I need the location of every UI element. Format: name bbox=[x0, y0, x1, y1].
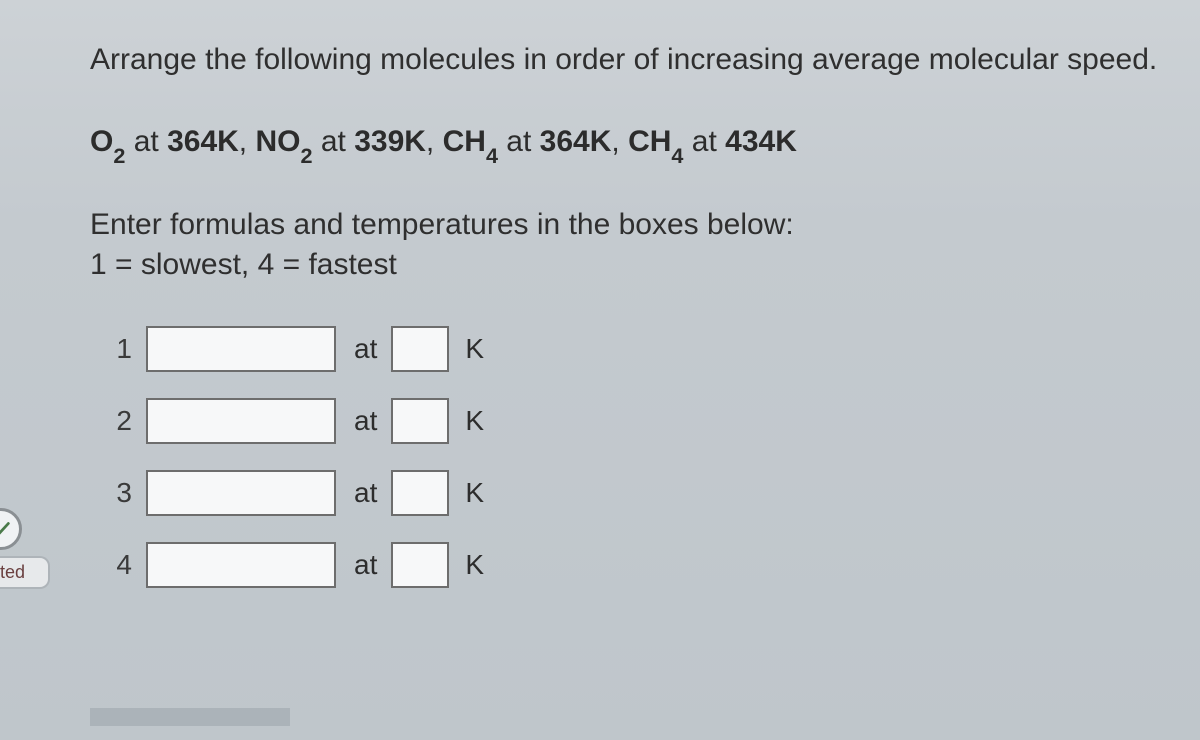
unit-label-4: K bbox=[465, 549, 484, 581]
left-edge-controls: ited bbox=[0, 508, 50, 589]
joiner-3: at bbox=[506, 125, 531, 158]
answer-rows: 1 at K 2 at K 3 at K 4 at K bbox=[104, 326, 1160, 588]
answer-row-4: 4 at K bbox=[104, 542, 1160, 588]
joiner-2: at bbox=[321, 125, 346, 158]
formula-input-1[interactable] bbox=[146, 326, 336, 372]
question-panel: Arrange the following molecules in order… bbox=[0, 0, 1200, 740]
answer-row-3: 3 at K bbox=[104, 470, 1160, 516]
m4-sub: 4 bbox=[671, 143, 683, 168]
m2-sub: 2 bbox=[300, 143, 312, 168]
unit-label-3: K bbox=[465, 477, 484, 509]
at-label-2: at bbox=[354, 405, 377, 437]
m2-temp: 339K bbox=[354, 125, 426, 158]
joiner-1: at bbox=[134, 125, 159, 158]
row-label-2: 2 bbox=[104, 405, 132, 437]
instructions-line-2: 1 = slowest, 4 = fastest bbox=[90, 248, 1160, 282]
unit-label-1: K bbox=[465, 333, 484, 365]
answer-row-2: 2 at K bbox=[104, 398, 1160, 444]
at-label-1: at bbox=[354, 333, 377, 365]
question-prompt: Arrange the following molecules in order… bbox=[90, 40, 1160, 81]
m3-sub: 4 bbox=[486, 143, 498, 168]
row-label-3: 3 bbox=[104, 477, 132, 509]
m4-formula: CH bbox=[628, 125, 671, 158]
given-molecules: O2 at 364K, NO2 at 339K, CH4 at 364K, CH… bbox=[90, 125, 1160, 164]
temp-input-4[interactable] bbox=[391, 542, 449, 588]
at-label-3: at bbox=[354, 477, 377, 509]
row-label-4: 4 bbox=[104, 549, 132, 581]
joiner-4: at bbox=[692, 125, 717, 158]
m2-formula: NO bbox=[255, 125, 300, 158]
unit-label-2: K bbox=[465, 405, 484, 437]
instructions-line-1: Enter formulas and temperatures in the b… bbox=[90, 208, 1160, 242]
answer-row-1: 1 at K bbox=[104, 326, 1160, 372]
m1-formula: O bbox=[90, 125, 113, 158]
m1-temp: 364K bbox=[167, 125, 239, 158]
formula-input-2[interactable] bbox=[146, 398, 336, 444]
m3-formula: CH bbox=[443, 125, 486, 158]
check-icon[interactable] bbox=[0, 508, 22, 550]
m3-temp: 364K bbox=[540, 125, 612, 158]
temp-input-1[interactable] bbox=[391, 326, 449, 372]
m4-temp: 434K bbox=[725, 125, 797, 158]
visited-tab[interactable]: ited bbox=[0, 556, 50, 589]
row-label-1: 1 bbox=[104, 333, 132, 365]
formula-input-4[interactable] bbox=[146, 542, 336, 588]
bottom-divider bbox=[90, 708, 290, 726]
formula-input-3[interactable] bbox=[146, 470, 336, 516]
temp-input-3[interactable] bbox=[391, 470, 449, 516]
temp-input-2[interactable] bbox=[391, 398, 449, 444]
m1-sub: 2 bbox=[113, 143, 125, 168]
at-label-4: at bbox=[354, 549, 377, 581]
